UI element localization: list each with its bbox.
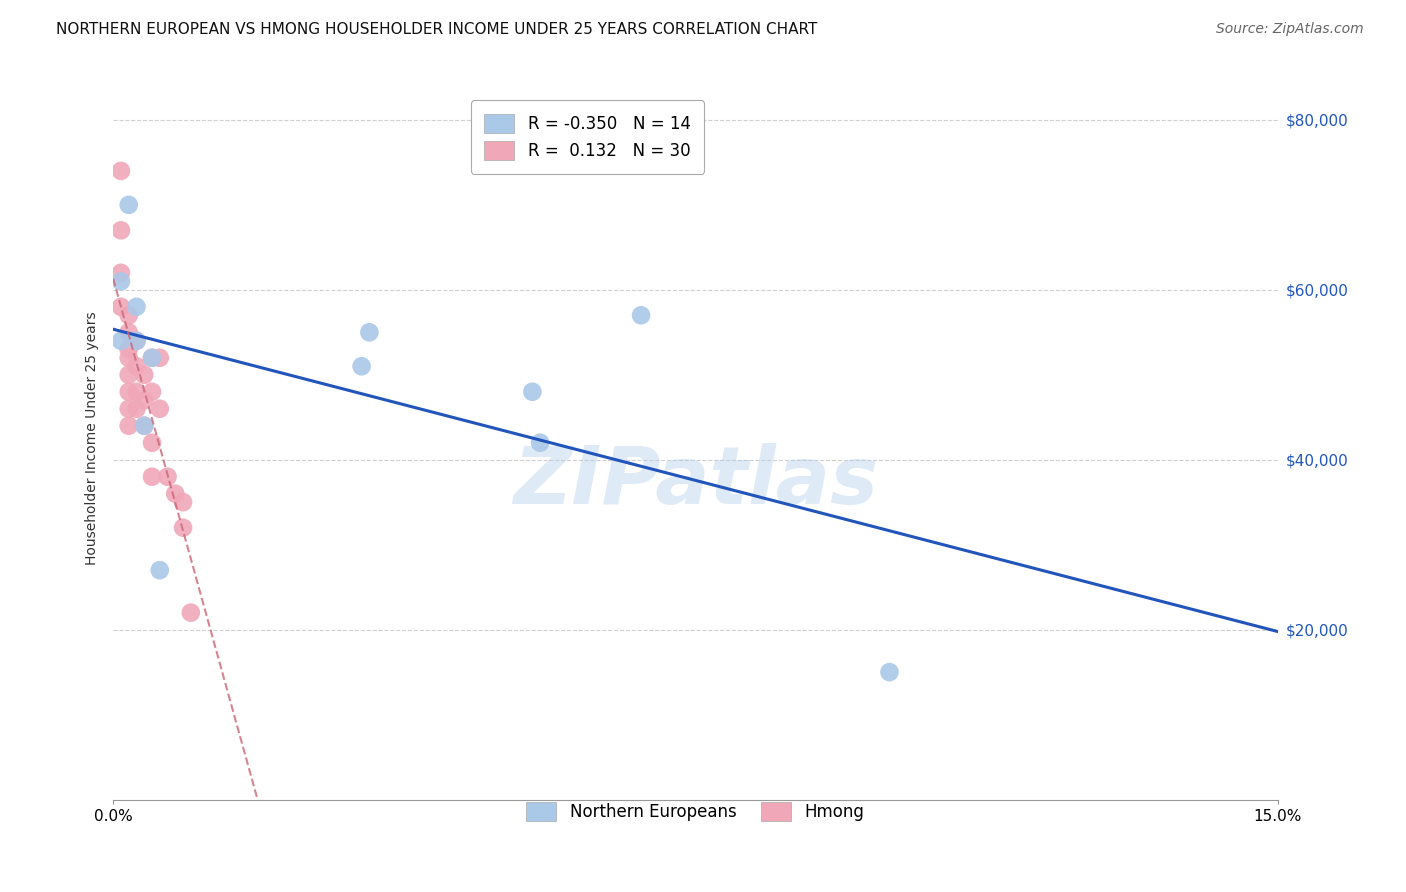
Point: [879, 665, 901, 679]
Text: ZIPatlas: ZIPatlas: [513, 442, 877, 521]
Point: [110, 334, 132, 348]
Legend: Northern Europeans, Hmong: Northern Europeans, Hmong: [513, 789, 877, 835]
Point: [118, 401, 141, 416]
Point: [149, 351, 172, 365]
Point: [118, 198, 141, 212]
Point: [118, 326, 141, 340]
Point: [110, 223, 132, 237]
Point: [172, 495, 194, 509]
Point: [134, 418, 156, 433]
Point: [125, 300, 148, 314]
Point: [118, 308, 141, 322]
Point: [141, 351, 163, 365]
Point: [118, 368, 141, 382]
Point: [141, 435, 163, 450]
Text: NORTHERN EUROPEAN VS HMONG HOUSEHOLDER INCOME UNDER 25 YEARS CORRELATION CHART: NORTHERN EUROPEAN VS HMONG HOUSEHOLDER I…: [56, 22, 818, 37]
Point: [165, 486, 187, 500]
Point: [630, 308, 652, 322]
Point: [125, 359, 148, 374]
Point: [110, 164, 132, 178]
Point: [134, 368, 156, 382]
Point: [172, 521, 194, 535]
Point: [110, 274, 132, 288]
Point: [141, 384, 163, 399]
Y-axis label: Householder Income Under 25 years: Householder Income Under 25 years: [86, 311, 100, 566]
Point: [125, 334, 148, 348]
Point: [125, 401, 148, 416]
Point: [141, 469, 163, 483]
Point: [350, 359, 373, 374]
Point: [110, 300, 132, 314]
Point: [118, 384, 141, 399]
Point: [118, 343, 141, 357]
Point: [118, 351, 141, 365]
Point: [156, 469, 179, 483]
Point: [110, 266, 132, 280]
Point: [180, 606, 202, 620]
Text: Source: ZipAtlas.com: Source: ZipAtlas.com: [1216, 22, 1364, 37]
Point: [125, 384, 148, 399]
Point: [359, 326, 381, 340]
Point: [522, 384, 544, 399]
Point: [134, 418, 156, 433]
Point: [125, 334, 148, 348]
Point: [149, 563, 172, 577]
Point: [118, 418, 141, 433]
Point: [134, 393, 156, 408]
Point: [149, 401, 172, 416]
Point: [141, 351, 163, 365]
Point: [529, 435, 551, 450]
